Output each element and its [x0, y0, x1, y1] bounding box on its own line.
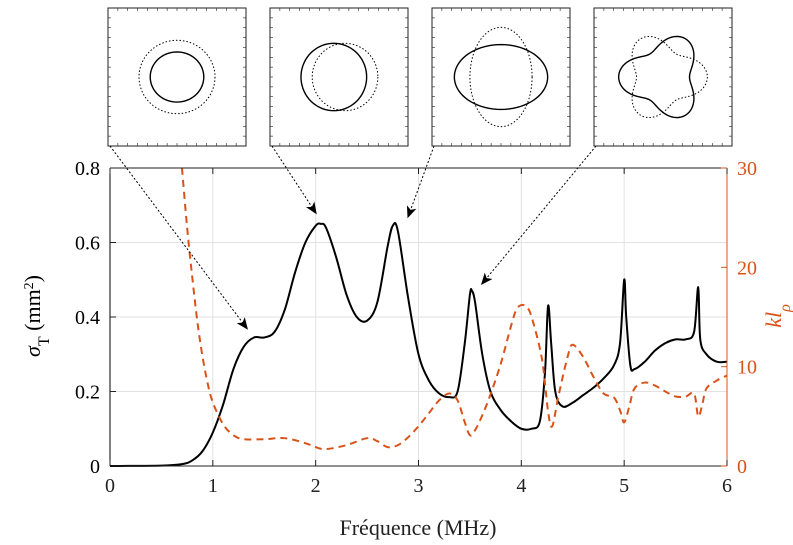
series-sigma-t-line: [109, 222, 728, 467]
x-axis-ticks: 0 1 2 3 4 5 6: [105, 168, 732, 497]
inset-shape-solid: [300, 42, 368, 112]
grid: [110, 168, 727, 466]
annotation-arrows: [109, 145, 597, 330]
annotation-arrow: [271, 145, 317, 215]
x-tick-label: 5: [619, 475, 629, 497]
inset-frame: [431, 7, 571, 147]
inset-shape-solid: [453, 43, 549, 111]
y2-tick-label: 10: [737, 357, 757, 379]
x-tick-label: 2: [311, 475, 321, 497]
y2-axis-title: klρ: [761, 304, 793, 328]
y-axis-title-unit: (mm: [20, 289, 45, 336]
inset-shape-dotted: [469, 26, 533, 128]
y-tick-label: 0: [90, 456, 100, 478]
annotation-arrow: [406, 145, 435, 219]
inset-panel: [269, 7, 409, 147]
inset-shape-dotted: [311, 42, 379, 112]
y-tick-label: 0.6: [75, 233, 100, 255]
series-layer: [109, 167, 728, 467]
x-tick-label: 6: [722, 475, 732, 497]
annotation-arrow: [109, 145, 248, 330]
y-axis-title-unit-exponent: 2: [22, 282, 37, 289]
inset-frame: [269, 7, 409, 147]
inset-shape-dotted: [631, 35, 708, 119]
y2-axis-title-subscript: ρ: [777, 304, 793, 313]
insets: [107, 7, 733, 147]
y-axis-title-symbol: σ: [20, 345, 45, 357]
x-tick-label: 1: [208, 475, 218, 497]
annotation-arrow: [480, 145, 597, 286]
y-axis-ticks: 0 0.2 0.4 0.6 0.8: [75, 158, 116, 478]
inset-frame: [593, 7, 733, 147]
y2-axis-title-main: kl: [761, 312, 786, 328]
inset-shape-solid: [617, 35, 695, 119]
x-axis-title: Fréquence (MHz): [340, 515, 497, 540]
y2-axis-ticks: 0 10 20 30: [721, 158, 757, 478]
inset-panel: [593, 7, 733, 147]
inset-shape-dotted: [138, 39, 216, 115]
inset-panel: [431, 7, 571, 147]
y2-tick-label: 30: [737, 158, 757, 180]
y-tick-label: 0.4: [75, 307, 100, 329]
y-axis-title-subscript: T: [36, 336, 53, 346]
y-tick-label: 0.2: [75, 382, 100, 404]
y-tick-label: 0.8: [75, 158, 100, 180]
x-tick-label: 3: [414, 475, 424, 497]
inset-panel: [107, 7, 247, 147]
inset-shape-solid: [149, 51, 205, 103]
y2-tick-label: 20: [737, 257, 757, 279]
y2-tick-label: 0: [737, 456, 747, 478]
y-axis-title: σT (mm2): [20, 275, 53, 357]
x-tick-label: 0: [105, 475, 115, 497]
y-axis-title-unit-close: ): [20, 275, 45, 282]
inset-frame: [107, 7, 247, 147]
series-kl-rho-line: [180, 167, 728, 451]
x-tick-label: 4: [516, 475, 526, 497]
